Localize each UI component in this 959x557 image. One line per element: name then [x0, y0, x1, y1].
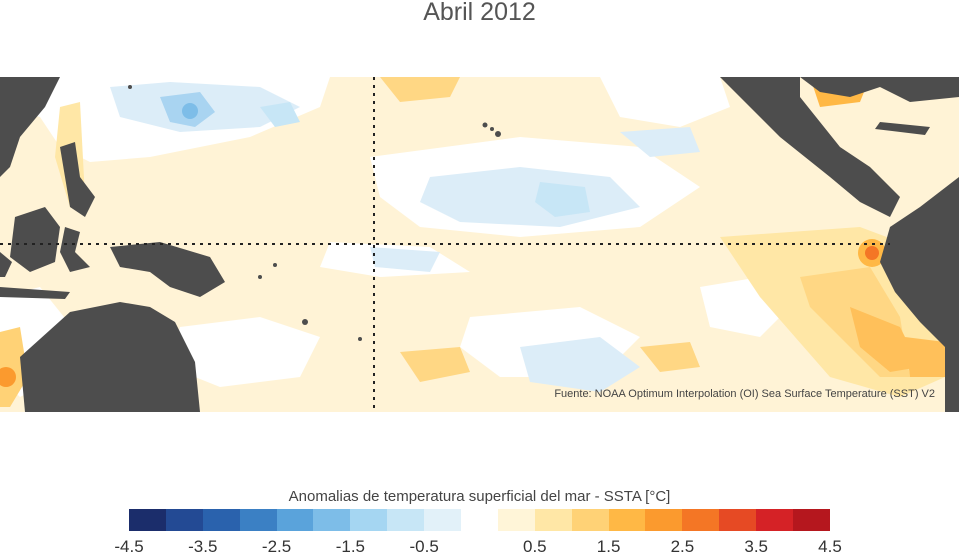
map-title: Abril 2012 — [423, 0, 536, 26]
colorbar-cell — [571, 509, 609, 531]
land-south-america — [880, 177, 959, 412]
land-sulawesi — [60, 227, 90, 272]
colorbar-cell — [313, 509, 351, 531]
colorbar-tick-label: 3.5 — [744, 537, 769, 556]
sst-anomaly-map — [0, 77, 959, 412]
data-source-note: Fuente: NOAA Optimum Interpolation (OI) … — [554, 388, 935, 400]
colorbar-tick-label: 2.5 — [670, 537, 695, 556]
colorbar-cell — [424, 509, 462, 531]
colorbar-tick-label: -4.5 — [114, 537, 144, 556]
colorbar-tick-label: 0.5 — [523, 537, 547, 556]
colorbar-tick-label: -0.5 — [409, 537, 439, 556]
land-borneo — [10, 207, 60, 272]
colorbar-cell — [719, 509, 757, 531]
land-java — [0, 287, 70, 299]
land-masses — [0, 77, 959, 412]
colorbar-tick-label: 1.5 — [596, 537, 621, 556]
land-australia — [20, 302, 200, 412]
colorbar-tick-label: -3.5 — [188, 537, 218, 556]
colorbar-tick-label: -1.5 — [335, 537, 366, 556]
colorbar-cell — [165, 509, 203, 531]
colorbar-tick-label: 4.5 — [818, 537, 842, 556]
colorbar-cell — [682, 509, 720, 531]
colorbar-cell — [497, 509, 535, 531]
land-central-america — [720, 77, 900, 217]
colorbar-cell — [276, 509, 314, 531]
land-north-america-gulf — [800, 77, 959, 102]
land-philippines — [60, 142, 95, 217]
colorbar-cell — [534, 509, 572, 531]
colorbar-cell — [793, 509, 830, 531]
cool-anomaly-regions — [110, 82, 700, 392]
colorbar-cell — [350, 509, 388, 531]
land-asia — [0, 77, 60, 177]
colorbar-cell — [202, 509, 240, 531]
colorbar-cell — [608, 509, 646, 531]
colorbar-cell — [461, 509, 498, 531]
colorbar — [129, 509, 830, 531]
land-sumatra — [0, 252, 12, 277]
colorbar-cell — [756, 509, 794, 531]
colorbar-cell — [239, 509, 277, 531]
land-cuba — [875, 122, 930, 135]
land-new-guinea — [110, 242, 225, 297]
colorbar-tick-label: -2.5 — [261, 537, 292, 556]
colorbar-cell — [387, 509, 425, 531]
colorbar-ticks: -4.5 -3.5 -2.5 -1.5 -0.5 0.5 1.5 2.5 3.5 4.5 — [0, 537, 959, 557]
colorbar-cell — [129, 509, 166, 531]
colorbar-cell — [645, 509, 683, 531]
colorbar-title: Anomalias de temperatura superficial del… — [288, 488, 671, 505]
